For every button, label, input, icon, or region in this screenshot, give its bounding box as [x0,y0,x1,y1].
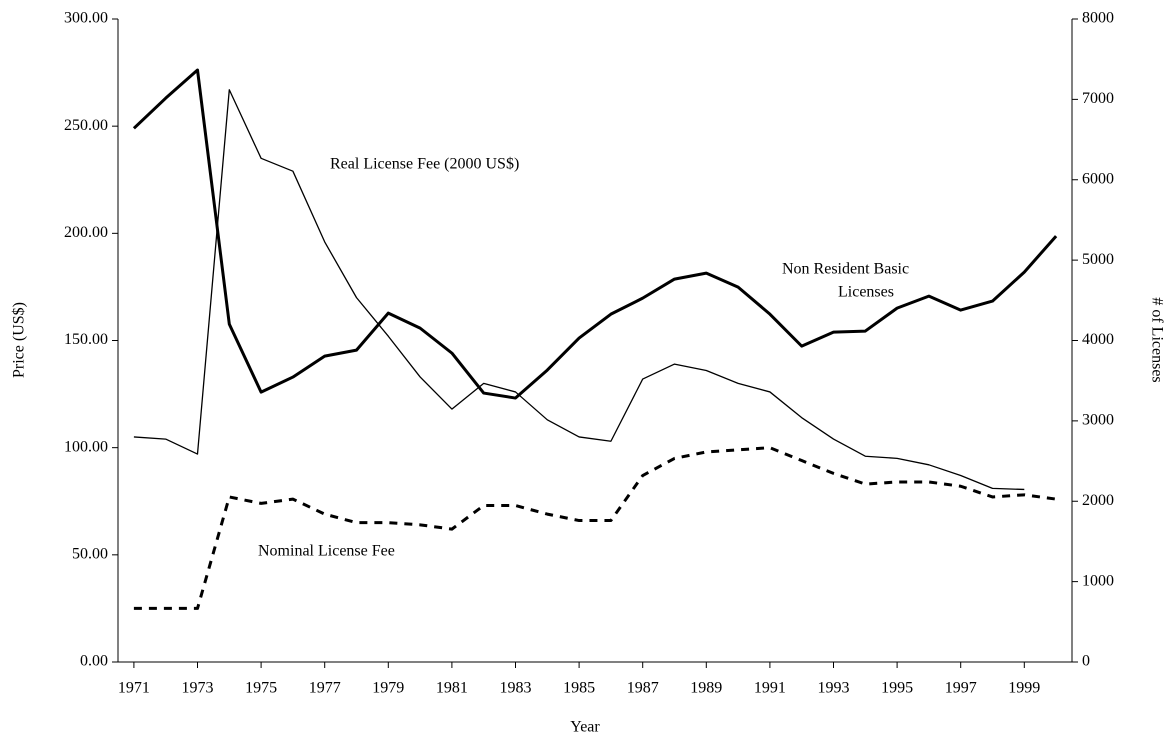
y-tick-label: 150.00 [64,331,108,348]
x-tick-label: 1977 [309,680,341,697]
x-tick-label: 1975 [245,680,277,697]
y2-tick-label: 1000 [1082,572,1114,589]
x-axis-title: Year [570,719,600,736]
x-tick-label: 1973 [182,680,214,697]
series-line [132,68,1058,400]
annotation: Nominal License Fee [258,543,395,560]
y2-tick-label: 6000 [1082,170,1114,187]
y-tick-label: 300.00 [64,10,108,27]
y2-tick-label: 0 [1082,653,1090,670]
y-tick-label: 250.00 [64,117,108,134]
x-tick-label: 1999 [1008,680,1040,697]
y-tick-label: 100.00 [64,438,108,455]
y-tick-label: 0.00 [80,653,108,670]
series-line [133,89,1025,491]
x-tick-label: 1991 [754,680,786,697]
x-tick-label: 1979 [372,680,404,697]
x-tick-label: 1983 [500,680,532,697]
y-tick-label: 200.00 [64,224,108,241]
series-line [133,446,1057,610]
annotation: Licenses [838,284,894,301]
y2-tick-label: 2000 [1082,492,1114,509]
annotation: Non Resident Basic [782,261,909,278]
y2-tick-label: 5000 [1082,251,1114,268]
y2-tick-label: 3000 [1082,412,1114,429]
x-tick-label: 1995 [881,680,913,697]
y-axis-title: Price (US$) [11,302,28,378]
x-tick-label: 1993 [818,680,850,697]
x-tick-label: 1997 [945,680,977,697]
x-tick-label: 1989 [690,680,722,697]
x-tick-label: 1985 [563,680,595,697]
y2-axis-title: # of Licenses [1148,297,1165,382]
y2-tick-label: 4000 [1082,331,1114,348]
x-tick-label: 1987 [627,680,659,697]
y2-tick-label: 7000 [1082,90,1114,107]
y-tick-label: 50.00 [72,546,108,563]
annotation: Real License Fee (2000 US$) [330,156,519,173]
x-tick-label: 1981 [436,680,468,697]
y2-tick-label: 8000 [1082,10,1114,27]
x-tick-label: 1971 [118,680,150,697]
